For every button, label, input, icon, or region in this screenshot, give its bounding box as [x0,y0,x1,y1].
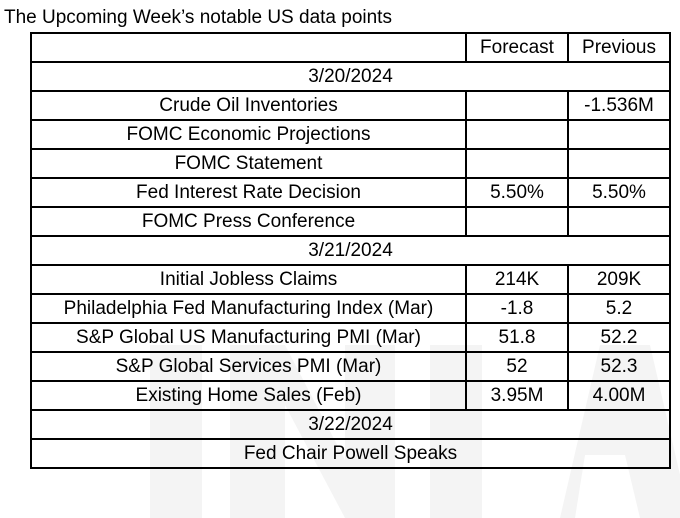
table-row: Initial Jobless Claims 214K 209K [30,264,671,295]
previous-cell [567,206,671,237]
table-row: Fed Interest Rate Decision 5.50% 5.50% [30,177,671,208]
table-row: Existing Home Sales (Feb) 3.95M 4.00M [30,380,671,411]
forecast-cell [465,206,569,237]
event-cell: Fed Interest Rate Decision [30,177,467,208]
header-forecast: Forecast [465,32,569,63]
event-cell: FOMC Press Conference [30,206,467,237]
forecast-cell: -1.8 [465,293,569,324]
table-row: FOMC Economic Projections [30,119,671,150]
date-cell: 3/22/2024 [30,409,671,440]
forecast-cell: 3.95M [465,380,569,411]
event-cell: Initial Jobless Claims [30,264,467,295]
previous-cell: 5.2 [567,293,671,324]
table-row: Fed Chair Powell Speaks [30,438,671,469]
forecast-cell: 214K [465,264,569,295]
previous-cell: 52.3 [567,351,671,382]
event-cell: FOMC Statement [30,148,467,179]
forecast-cell [465,90,569,121]
event-cell: S&P Global US Manufacturing PMI (Mar) [30,322,467,353]
previous-cell: 52.2 [567,322,671,353]
forecast-cell: 52 [465,351,569,382]
header-row: Forecast Previous [30,32,671,63]
date-row: 3/22/2024 [30,409,671,440]
previous-cell [567,119,671,150]
previous-cell: 4.00M [567,380,671,411]
event-cell: Fed Chair Powell Speaks [30,438,671,469]
event-cell: FOMC Economic Projections [30,119,467,150]
table-row: FOMC Press Conference [30,206,671,237]
event-cell: Crude Oil Inventories [30,90,467,121]
forecast-cell: 51.8 [465,322,569,353]
forecast-cell [465,119,569,150]
header-previous: Previous [567,32,671,63]
previous-cell [567,148,671,179]
table-row: Crude Oil Inventories -1.536M [30,90,671,121]
previous-cell: 5.50% [567,177,671,208]
forecast-cell: 5.50% [465,177,569,208]
event-cell: Philadelphia Fed Manufacturing Index (Ma… [30,293,467,324]
table-row: Philadelphia Fed Manufacturing Index (Ma… [30,293,671,324]
date-row: 3/20/2024 [30,61,671,92]
page-title: The Upcoming Week’s notable US data poin… [4,7,392,28]
date-cell: 3/21/2024 [30,235,671,266]
previous-cell: 209K [567,264,671,295]
header-event-cell [30,32,467,63]
forecast-cell [465,148,569,179]
date-cell: 3/20/2024 [30,61,671,92]
economic-calendar-table: Forecast Previous 3/20/2024 Crude Oil In… [30,32,671,469]
previous-cell: -1.536M [567,90,671,121]
table-row: S&P Global Services PMI (Mar) 52 52.3 [30,351,671,382]
table-row: FOMC Statement [30,148,671,179]
date-row: 3/21/2024 [30,235,671,266]
table-row: S&P Global US Manufacturing PMI (Mar) 51… [30,322,671,353]
event-cell: S&P Global Services PMI (Mar) [30,351,467,382]
event-cell: Existing Home Sales (Feb) [30,380,467,411]
